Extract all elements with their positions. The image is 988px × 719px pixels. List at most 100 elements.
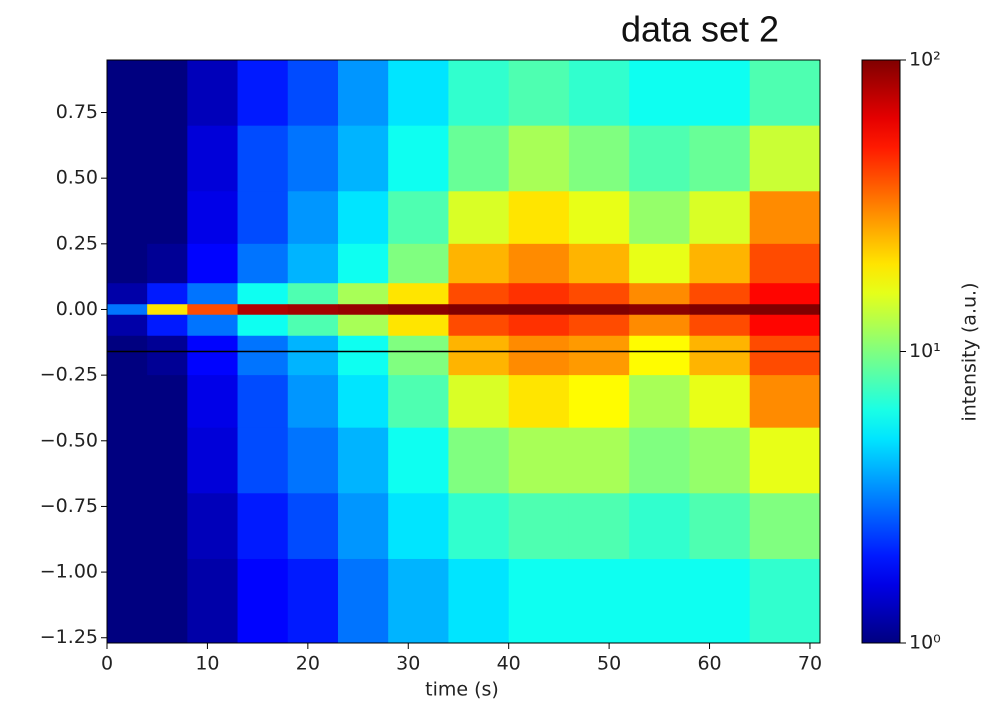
heatmap-cell — [337, 191, 389, 245]
heatmap-cell — [448, 314, 510, 337]
heatmap-cell — [187, 375, 239, 429]
heatmap-cell — [147, 335, 188, 376]
heatmap-cell — [337, 125, 389, 192]
heatmap-cell — [749, 558, 821, 644]
x-tick-label: 60 — [697, 653, 721, 675]
heatmap-cell — [147, 304, 188, 316]
heatmap-cell — [187, 335, 239, 376]
heatmap-cell — [337, 283, 389, 305]
heatmap-cell — [287, 335, 339, 376]
heatmap-cell — [568, 558, 630, 644]
heatmap-cell — [749, 243, 821, 284]
heatmap-cell — [448, 558, 510, 644]
heatmap-cell — [237, 243, 289, 284]
x-tick-label: 40 — [497, 653, 521, 675]
heatmap-cell — [287, 427, 339, 494]
heatmap-cell — [568, 60, 630, 127]
heatmap-cell — [388, 335, 449, 376]
heatmap-cell — [107, 335, 148, 376]
heatmap-cell — [568, 375, 630, 429]
heatmap-cell — [689, 375, 751, 429]
heatmap-cell — [448, 304, 510, 316]
heatmap-cell — [388, 283, 449, 305]
heatmap-cell — [107, 283, 148, 305]
heatmap-cell — [107, 243, 148, 284]
heatmap-cell — [749, 314, 821, 337]
heatmap-cell — [187, 191, 239, 245]
heatmap-cell — [187, 243, 239, 284]
heatmap-cell — [689, 125, 751, 192]
heatmap-cell — [448, 493, 510, 560]
x-tick-label: 50 — [597, 653, 621, 675]
heatmap-cell — [629, 191, 690, 245]
x-tick-label: 30 — [396, 653, 420, 675]
heatmap-cell — [689, 304, 751, 316]
y-tick-label: 0.75 — [56, 101, 98, 123]
heatmap-cell — [448, 243, 510, 284]
y-tick-label: −0.75 — [40, 495, 98, 517]
heatmap-cell — [689, 191, 751, 245]
heatmap-cell — [237, 335, 289, 376]
heatmap-cell — [689, 283, 751, 305]
heatmap-cell — [749, 304, 821, 316]
heatmap-cell — [287, 125, 339, 192]
heatmap-cell — [448, 125, 510, 192]
heatmap-cell — [568, 314, 630, 337]
colorbar-tick-label: 10² — [909, 49, 941, 71]
heatmap-cell — [448, 60, 510, 127]
heatmap-cell — [749, 125, 821, 192]
heatmap-cell — [448, 335, 510, 376]
colorbar — [861, 59, 901, 644]
heatmap-cell — [568, 191, 630, 245]
heatmap-cell — [689, 493, 751, 560]
heatmap-cell — [508, 314, 570, 337]
heatmap-cell — [568, 243, 630, 284]
heatmap-cell — [147, 125, 188, 192]
x-tick-label: 10 — [195, 653, 219, 675]
plot-frame — [106, 59, 821, 644]
heatmap-cell — [629, 314, 690, 337]
heatmap-cell — [568, 427, 630, 494]
heatmap-cell — [147, 314, 188, 337]
heatmap-cell — [337, 314, 389, 337]
heatmap-cell — [689, 243, 751, 284]
heatmap-cell — [237, 304, 289, 316]
heatmap-cell — [749, 283, 821, 305]
heatmap-cell — [337, 375, 389, 429]
heatmap-cell — [749, 60, 821, 127]
heatmap-cell — [237, 283, 289, 305]
heatmap-cell — [337, 558, 389, 644]
heatmap-cell — [749, 427, 821, 494]
heatmap-cell — [287, 60, 339, 127]
y-tick-label: −1.25 — [40, 626, 98, 648]
heatmap-cell — [187, 493, 239, 560]
chart-title: data set 2 — [621, 9, 779, 50]
heatmap-cell — [147, 243, 188, 284]
heatmap-cell — [508, 60, 570, 127]
y-tick-label: −0.50 — [40, 429, 98, 451]
heatmap-cell — [388, 427, 449, 494]
heatmap-cell — [147, 493, 188, 560]
y-tick-label: 0.25 — [56, 232, 98, 254]
heatmap-cell — [187, 314, 239, 337]
heatmap-cell — [508, 335, 570, 376]
y-tick-label: −1.00 — [40, 561, 98, 583]
heatmap-cell — [388, 304, 449, 316]
heatmap-cell — [337, 304, 389, 316]
heatmap-cell — [337, 427, 389, 494]
heatmap-cell — [568, 125, 630, 192]
heatmap-cell — [187, 558, 239, 644]
heatmap-cell — [107, 375, 148, 429]
heatmap-cell — [388, 125, 449, 192]
heatmap-cell — [448, 375, 510, 429]
heatmap-cell — [448, 427, 510, 494]
heatmap-cell — [749, 335, 821, 376]
heatmap-cell — [187, 125, 239, 192]
heatmap-cell — [107, 314, 148, 337]
heatmap-cell — [107, 558, 148, 644]
heatmap-cell — [388, 60, 449, 127]
x-tick-label: 20 — [296, 653, 320, 675]
heatmap-cell — [287, 493, 339, 560]
